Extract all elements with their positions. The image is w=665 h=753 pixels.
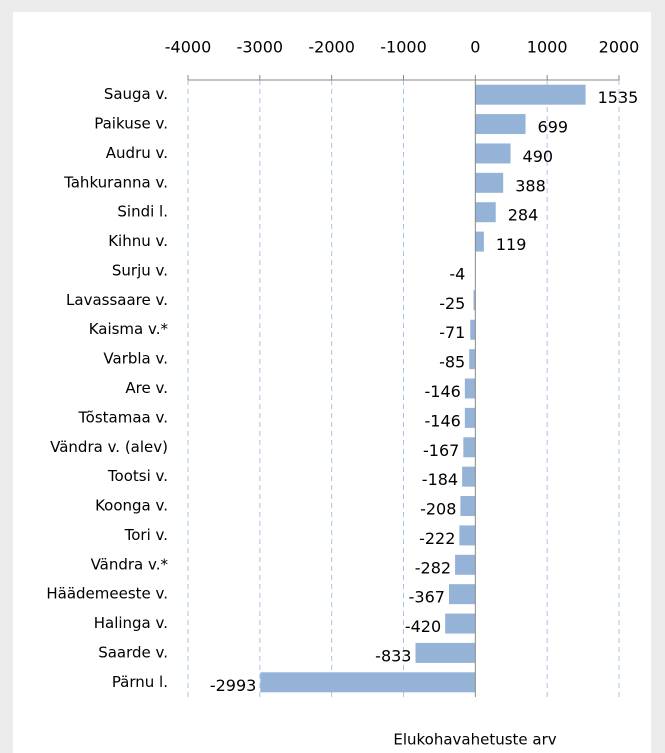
bar: [448, 584, 476, 605]
bar: [475, 114, 526, 135]
x-tick-label: -3000: [237, 38, 284, 57]
y-tick-label: Varbla v.: [103, 350, 168, 368]
y-tick-label: Tori v.: [124, 526, 168, 544]
value-label: -367: [409, 588, 445, 607]
y-tick-label: Tõstamaa v.: [77, 408, 168, 426]
x-tick-label: -4000: [165, 38, 212, 57]
y-tick-label: Tootsi v.: [107, 467, 168, 485]
y-tick-label: Koonga v.: [95, 497, 168, 515]
bar: [459, 525, 476, 546]
bar: [415, 642, 476, 663]
bar: [475, 231, 484, 252]
value-label: -184: [422, 470, 458, 489]
bar: [460, 496, 476, 517]
value-label: -71: [439, 323, 465, 342]
value-label: 119: [496, 235, 527, 254]
value-label: -282: [415, 558, 451, 577]
y-tick-label: Kaisma v.*: [89, 320, 169, 338]
x-tick-label: -2000: [308, 38, 355, 57]
y-tick-label: Pärnu l.: [112, 673, 168, 691]
y-tick-label: Paikuse v.: [94, 115, 168, 133]
bar: [455, 554, 476, 575]
y-tick-label: Surju v.: [112, 261, 168, 279]
y-tick-label: Are v.: [125, 379, 168, 397]
value-label: 1535: [598, 88, 639, 107]
bar: [260, 672, 476, 693]
y-tick-label: Sauga v.: [104, 85, 168, 103]
value-label: 284: [508, 206, 539, 225]
bar: [475, 172, 504, 193]
y-tick-label: Tahkuranna v.: [63, 173, 168, 191]
bar: [464, 407, 476, 428]
x-tick-label: 1000: [527, 38, 568, 57]
bar: [469, 349, 476, 370]
value-label: -833: [375, 646, 411, 665]
y-tick-label: Saarde v.: [98, 643, 168, 661]
value-label: -146: [425, 382, 461, 401]
bar: [475, 143, 511, 164]
value-label: -146: [425, 411, 461, 430]
y-tick-label: Kihnu v.: [108, 232, 168, 250]
y-tick-label: Vändra v.*: [91, 555, 169, 573]
y-tick-label: Halinga v.: [94, 614, 168, 632]
value-label: -4: [449, 264, 465, 283]
value-label: -167: [423, 441, 459, 460]
x-tick-label: 0: [470, 38, 480, 57]
bar: [463, 437, 476, 458]
value-label: 490: [523, 147, 554, 166]
bar: [445, 613, 476, 634]
y-tick-label: Lavassaare v.: [66, 291, 168, 309]
value-label: -85: [439, 353, 465, 372]
bar: [464, 378, 476, 399]
value-label: -25: [439, 294, 465, 313]
y-tick-label: Audru v.: [106, 144, 168, 162]
value-label: -208: [420, 500, 456, 519]
bar: [475, 84, 586, 105]
x-axis-title: Elukohavahetuste arv: [393, 731, 556, 749]
value-label: -420: [405, 617, 441, 636]
y-tick-label: Häädemeeste v.: [46, 585, 168, 603]
value-label: -2993: [210, 676, 257, 695]
bar: [475, 202, 496, 223]
value-label: -222: [419, 529, 455, 548]
y-tick-label: Sindi l.: [117, 203, 168, 221]
bar: [470, 319, 476, 340]
bar: [462, 466, 476, 487]
value-label: 388: [515, 176, 546, 195]
x-tick-label: -1000: [380, 38, 427, 57]
value-label: 699: [538, 118, 569, 137]
y-tick-label: Vändra v. (alev): [50, 438, 168, 456]
bar: [473, 290, 476, 311]
x-tick-label: 2000: [599, 38, 640, 57]
